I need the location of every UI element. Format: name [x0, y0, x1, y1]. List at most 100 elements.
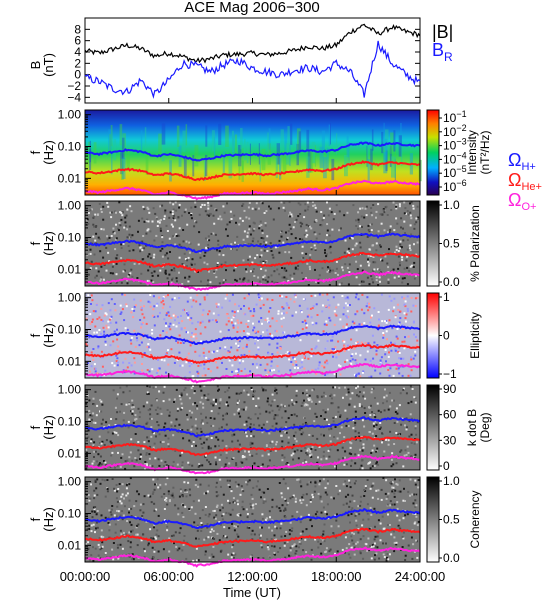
polarization-pixel — [397, 255, 400, 258]
kdotb-pixel — [323, 391, 326, 394]
kdotb-pixel — [202, 422, 205, 425]
intensity-streak — [144, 127, 147, 149]
kdotb-pixel — [354, 453, 357, 456]
ellipticity-pixel — [90, 303, 92, 305]
ellipticity-pixel — [129, 339, 132, 342]
kdotb-pixel — [153, 432, 155, 435]
kdotb-pixel — [322, 455, 325, 458]
ellipticity-pixel — [354, 313, 357, 316]
ellipticity-pixel — [371, 334, 374, 337]
ellipticity-pixel — [182, 309, 185, 312]
polarization-pixel — [373, 268, 376, 271]
coherency-pixel — [106, 490, 109, 493]
ellipticity-pixel — [395, 335, 398, 338]
polarization-pixel — [310, 246, 313, 249]
ellipticity-pixel — [177, 316, 179, 319]
kdotb-pixel — [102, 418, 104, 421]
polarization-pixel — [370, 229, 373, 232]
polarization-pixel — [285, 277, 288, 280]
polarization-pixel — [139, 250, 142, 253]
coherency-pixel — [355, 542, 358, 545]
coherency-pixel — [116, 543, 119, 546]
polarization-pixel — [109, 211, 112, 214]
polarization-pixel — [121, 214, 124, 217]
coherency-pixel — [171, 494, 174, 497]
ellipticity-pixel — [230, 318, 233, 321]
coherency-pixel — [96, 526, 99, 529]
ellipticity-pixel — [107, 320, 110, 323]
coherency-pixel — [359, 552, 362, 555]
coherency-pixel — [86, 528, 89, 531]
kdotb-pixel — [290, 399, 293, 402]
polarization-pixel — [284, 251, 287, 254]
ellipticity-pixel — [314, 294, 317, 297]
field-ytick-label: −2 — [67, 79, 81, 93]
coherency-pixel — [110, 513, 113, 516]
ellipticity-pixel — [364, 342, 367, 345]
kdotb-pixel — [143, 441, 146, 444]
ellipticity-pixel — [156, 302, 159, 305]
ellipticity-pixel — [271, 317, 274, 320]
coherency-pixel — [121, 483, 124, 486]
kdotb-pixel — [393, 443, 396, 445]
kdotb-pixel — [128, 456, 131, 459]
ellipticity-pixel — [115, 360, 118, 363]
kdotb-pixel — [132, 406, 135, 409]
ellipticity-pixel — [396, 328, 399, 330]
polarization-pixel — [230, 248, 233, 250]
kdotb-pixel — [302, 431, 305, 434]
coherency-pixel — [189, 494, 192, 497]
polarization-pixel — [183, 211, 186, 214]
kdotb-pixel — [241, 456, 244, 459]
coherency-pixel — [181, 511, 184, 514]
coherency-pixel — [128, 508, 131, 510]
ellipticity-pixel — [111, 362, 114, 365]
kdotb-pixel — [392, 463, 395, 466]
coherency-pixel — [126, 492, 129, 495]
coherency-pixel — [394, 478, 396, 481]
coherency-pixel — [116, 500, 119, 503]
ellipticity-pixel — [158, 367, 161, 370]
polarization-ytick-label: 0.01 — [58, 262, 82, 276]
kdotb-pixel — [304, 447, 307, 450]
ellipticity-pixel — [186, 300, 189, 303]
kdotb-pixel — [164, 461, 167, 463]
polarization-pixel — [403, 267, 406, 270]
ellipticity-pixel — [279, 347, 282, 350]
ellipticity-pixel — [203, 363, 206, 366]
kdotb-pixel — [330, 402, 333, 405]
ellipticity-pixel — [96, 372, 99, 375]
coherency-pixel — [314, 513, 317, 516]
coherency-pixel — [268, 510, 271, 513]
ellipticity-pixel — [201, 320, 204, 323]
polarization-pixel — [410, 233, 413, 236]
polarization-pixel — [92, 216, 95, 219]
coherency-ylabel-bottom: (Hz) — [41, 507, 56, 532]
polarization-pixel — [207, 235, 210, 238]
polarization-pixel — [226, 234, 229, 237]
polarization-pixel — [294, 221, 296, 223]
coherency-pixel — [344, 480, 347, 483]
kdotb-pixel — [239, 415, 242, 418]
polarization-pixel — [403, 277, 406, 280]
polarization-pixel — [149, 230, 152, 233]
legend-omega-he-sub: He+ — [521, 181, 542, 193]
coherency-pixel — [222, 493, 225, 496]
polarization-pixel — [215, 209, 218, 212]
kdotb-pixel — [414, 401, 417, 404]
polarization-pixel — [291, 215, 294, 218]
ellipticity-pixel — [301, 321, 304, 323]
ellipticity-pixel — [168, 325, 171, 328]
polarization-pixel — [355, 260, 358, 263]
ellipticity-pixel — [379, 372, 382, 375]
coherency-pixel — [391, 503, 393, 506]
ellipticity-pixel — [280, 317, 283, 320]
kdotb-pixel — [336, 437, 339, 440]
polarization-pixel — [146, 218, 149, 221]
coherency-pixel — [379, 539, 382, 542]
kdotb-pixel — [395, 432, 398, 434]
coherency-pixel — [181, 549, 184, 552]
polarization-pixel — [175, 234, 178, 237]
ellipticity-pixel — [208, 319, 211, 322]
ellipticity-pixel — [294, 296, 297, 299]
